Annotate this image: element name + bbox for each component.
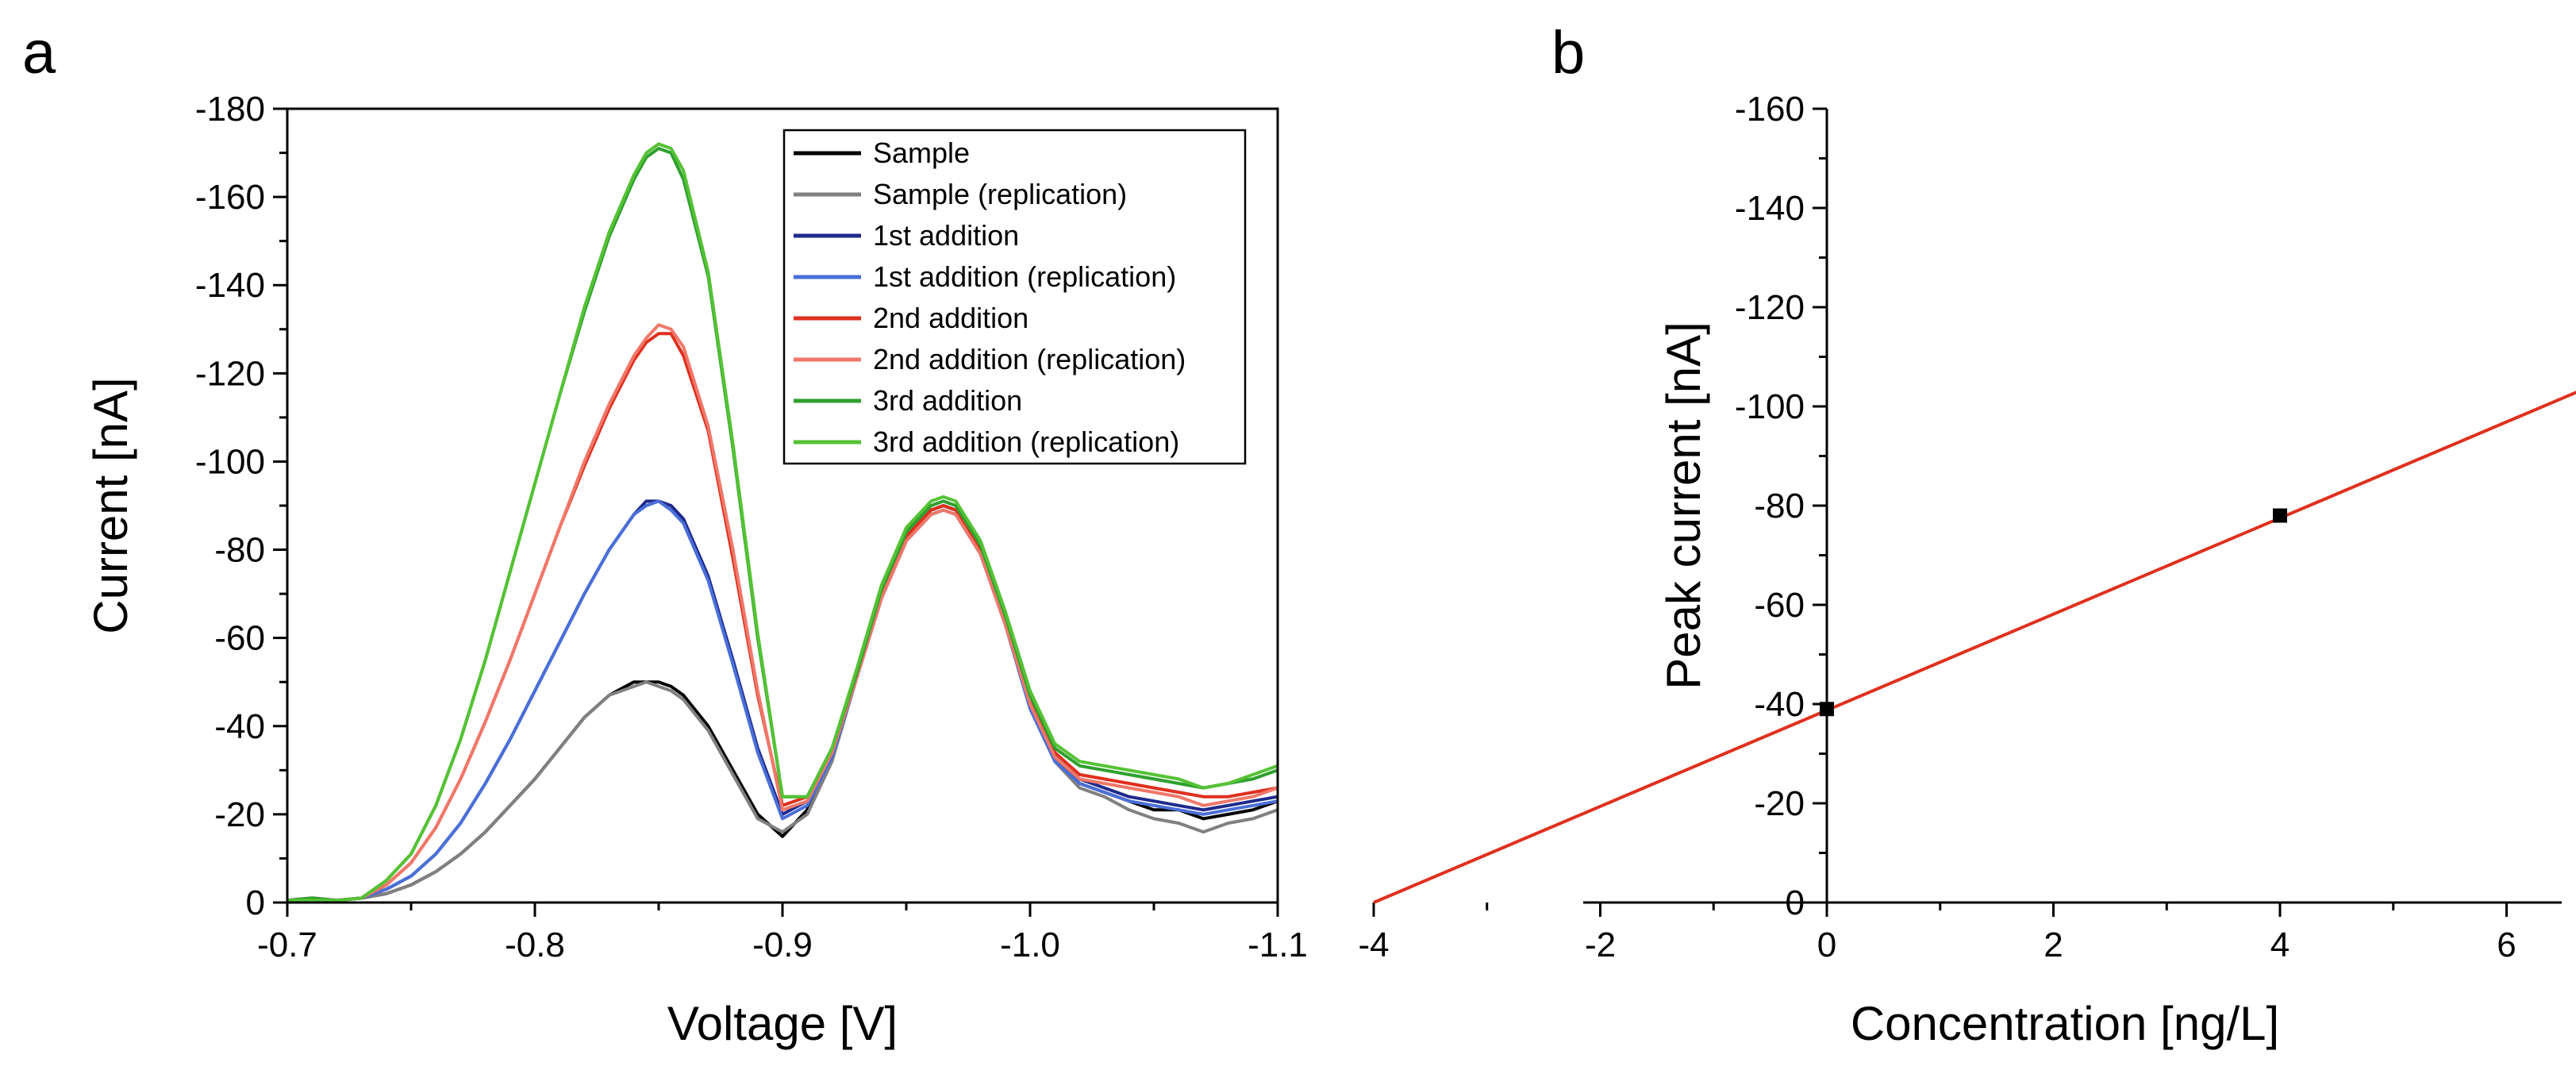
chart-a-y-axis: 0 -20 -40 -60 -80 -100 -120 -140 -160 -180: [195, 90, 287, 922]
chart-a-legend-label-2nd-addition-replication: 2nd addition (replication): [873, 343, 1186, 375]
chart-b-data-point: [2273, 508, 2287, 523]
chart-a-y-axis-title: Current [nA]: [84, 377, 137, 633]
chart-a-x-tick-label: -0.7: [257, 926, 317, 964]
chart-b-y-axis-title: Peak current [nA]: [1657, 321, 1710, 690]
chart-b-x-axis: -4-2024681012: [1358, 903, 2516, 964]
chart-b-x-tick-label: -2: [1585, 926, 1616, 964]
chart-b-y-axis: 0 -20 -40 -60 -80 -100 -120 -140 -160: [1735, 90, 1827, 922]
chart-a-series-line-2nd-addition-replication: [287, 323, 1278, 903]
chart-b-x-tick-label: 6: [2497, 926, 2516, 964]
chart-b-x-axis-title: Concentration [ng/L]: [1851, 997, 2279, 1050]
chart-a-x-tick-label: -0.9: [752, 926, 813, 964]
chart-a-legend-box: [782, 129, 1247, 465]
chart-a-y-tick-label: -180: [195, 90, 265, 129]
chart-a-x-tick-label: -0.8: [505, 926, 565, 964]
chart-a-legend-label-1st-addition: 1st addition: [873, 219, 1019, 252]
chart-b-y-tick-label: -120: [1735, 288, 1805, 327]
chart-a-y-tick-label: -80: [214, 531, 265, 570]
chart-a-legend-label-3rd-addition: 3rd addition: [873, 384, 1022, 417]
chart-b-y-tick-label: -40: [1754, 685, 1805, 724]
chart-a-series-line-sample: [286, 504, 1278, 903]
chart-a-legend: Sample Sample (replication) 1st addition 1s…: [782, 129, 1247, 465]
chart-b: -4-2024681012 0-20-40-60-80-100-120-140-…: [1358, 90, 2576, 1050]
chart-b-data-point: [1820, 702, 1834, 717]
chart-a-y-tick-label: 0: [246, 883, 265, 922]
panel-label-a: a: [22, 19, 56, 87]
chart-a-series-line-1st-addition: [286, 499, 1278, 903]
chart-b-y-tick-label: -20: [1754, 784, 1805, 823]
chart-b-fit-line: [1373, 391, 2576, 904]
chart-a-y-tick-label: -160: [195, 178, 265, 217]
chart-a-x-tick-label: -1.1: [1248, 926, 1308, 964]
panel-label-b: b: [1551, 19, 1585, 87]
chart-b-data-group: [1373, 391, 2576, 904]
chart-b-y-tick-label: -160: [1735, 90, 1805, 129]
chart-b-x-tick-label: 0: [1817, 926, 1836, 964]
chart-a-y-tick-label: -140: [195, 266, 265, 305]
chart-a-x-axis: -0.7 -0.8 -0.9 -1.0 -1.1: [257, 903, 1308, 964]
chart-a-legend-label-3rd-addition-replication: 3rd addition (replication): [873, 425, 1179, 458]
chart-b-y-tick-label: -140: [1735, 189, 1805, 228]
chart-a-legend-label-sample-replication: Sample (replication): [873, 178, 1127, 210]
chart-a-y-tick-label: -120: [195, 354, 265, 393]
chart-a-legend-label-sample: Sample: [873, 137, 970, 169]
chart-a: -0.7 -0.8 -0.9 -1.0 -1.1 0 -20 -40 -60 -80 -100 -1…: [84, 90, 1308, 1050]
chart-a-series-group: [286, 142, 1278, 903]
chart-a-series-line-3rd-addition-replication: [287, 142, 1278, 903]
chart-a-series-line-sample-replication: [287, 508, 1278, 903]
chart-b-y-tick-label: 0: [1786, 883, 1805, 922]
chart-b-y-tick-label: -100: [1735, 387, 1805, 426]
chart-b-x-tick-label: -4: [1358, 926, 1389, 964]
chart-a-series-line-1st-addition-replication: [287, 499, 1278, 903]
chart-a-legend-entries: Sample Sample (replication) 1st addition 1s…: [794, 137, 1186, 458]
chart-b-y-tick-label: -80: [1754, 487, 1805, 525]
chart-a-x-tick-label: -1.0: [1000, 926, 1060, 964]
chart-a-y-tick-label: -40: [214, 707, 265, 746]
chart-a-legend-label-2nd-addition: 2nd addition: [873, 302, 1028, 334]
chart-a-y-tick-label: -100: [195, 442, 265, 481]
chart-b-x-tick-label: 4: [2270, 926, 2290, 964]
chart-b-x-tick-label: 2: [2043, 926, 2063, 964]
chart-a-x-axis-title: Voltage [V]: [667, 997, 898, 1050]
chart-a-y-tick-label: -20: [214, 795, 265, 834]
chart-a-legend-label-1st-addition-replication: 1st addition (replication): [873, 260, 1176, 293]
chart-a-y-tick-label: -60: [214, 619, 265, 658]
chart-b-y-tick-label: -60: [1754, 586, 1805, 625]
